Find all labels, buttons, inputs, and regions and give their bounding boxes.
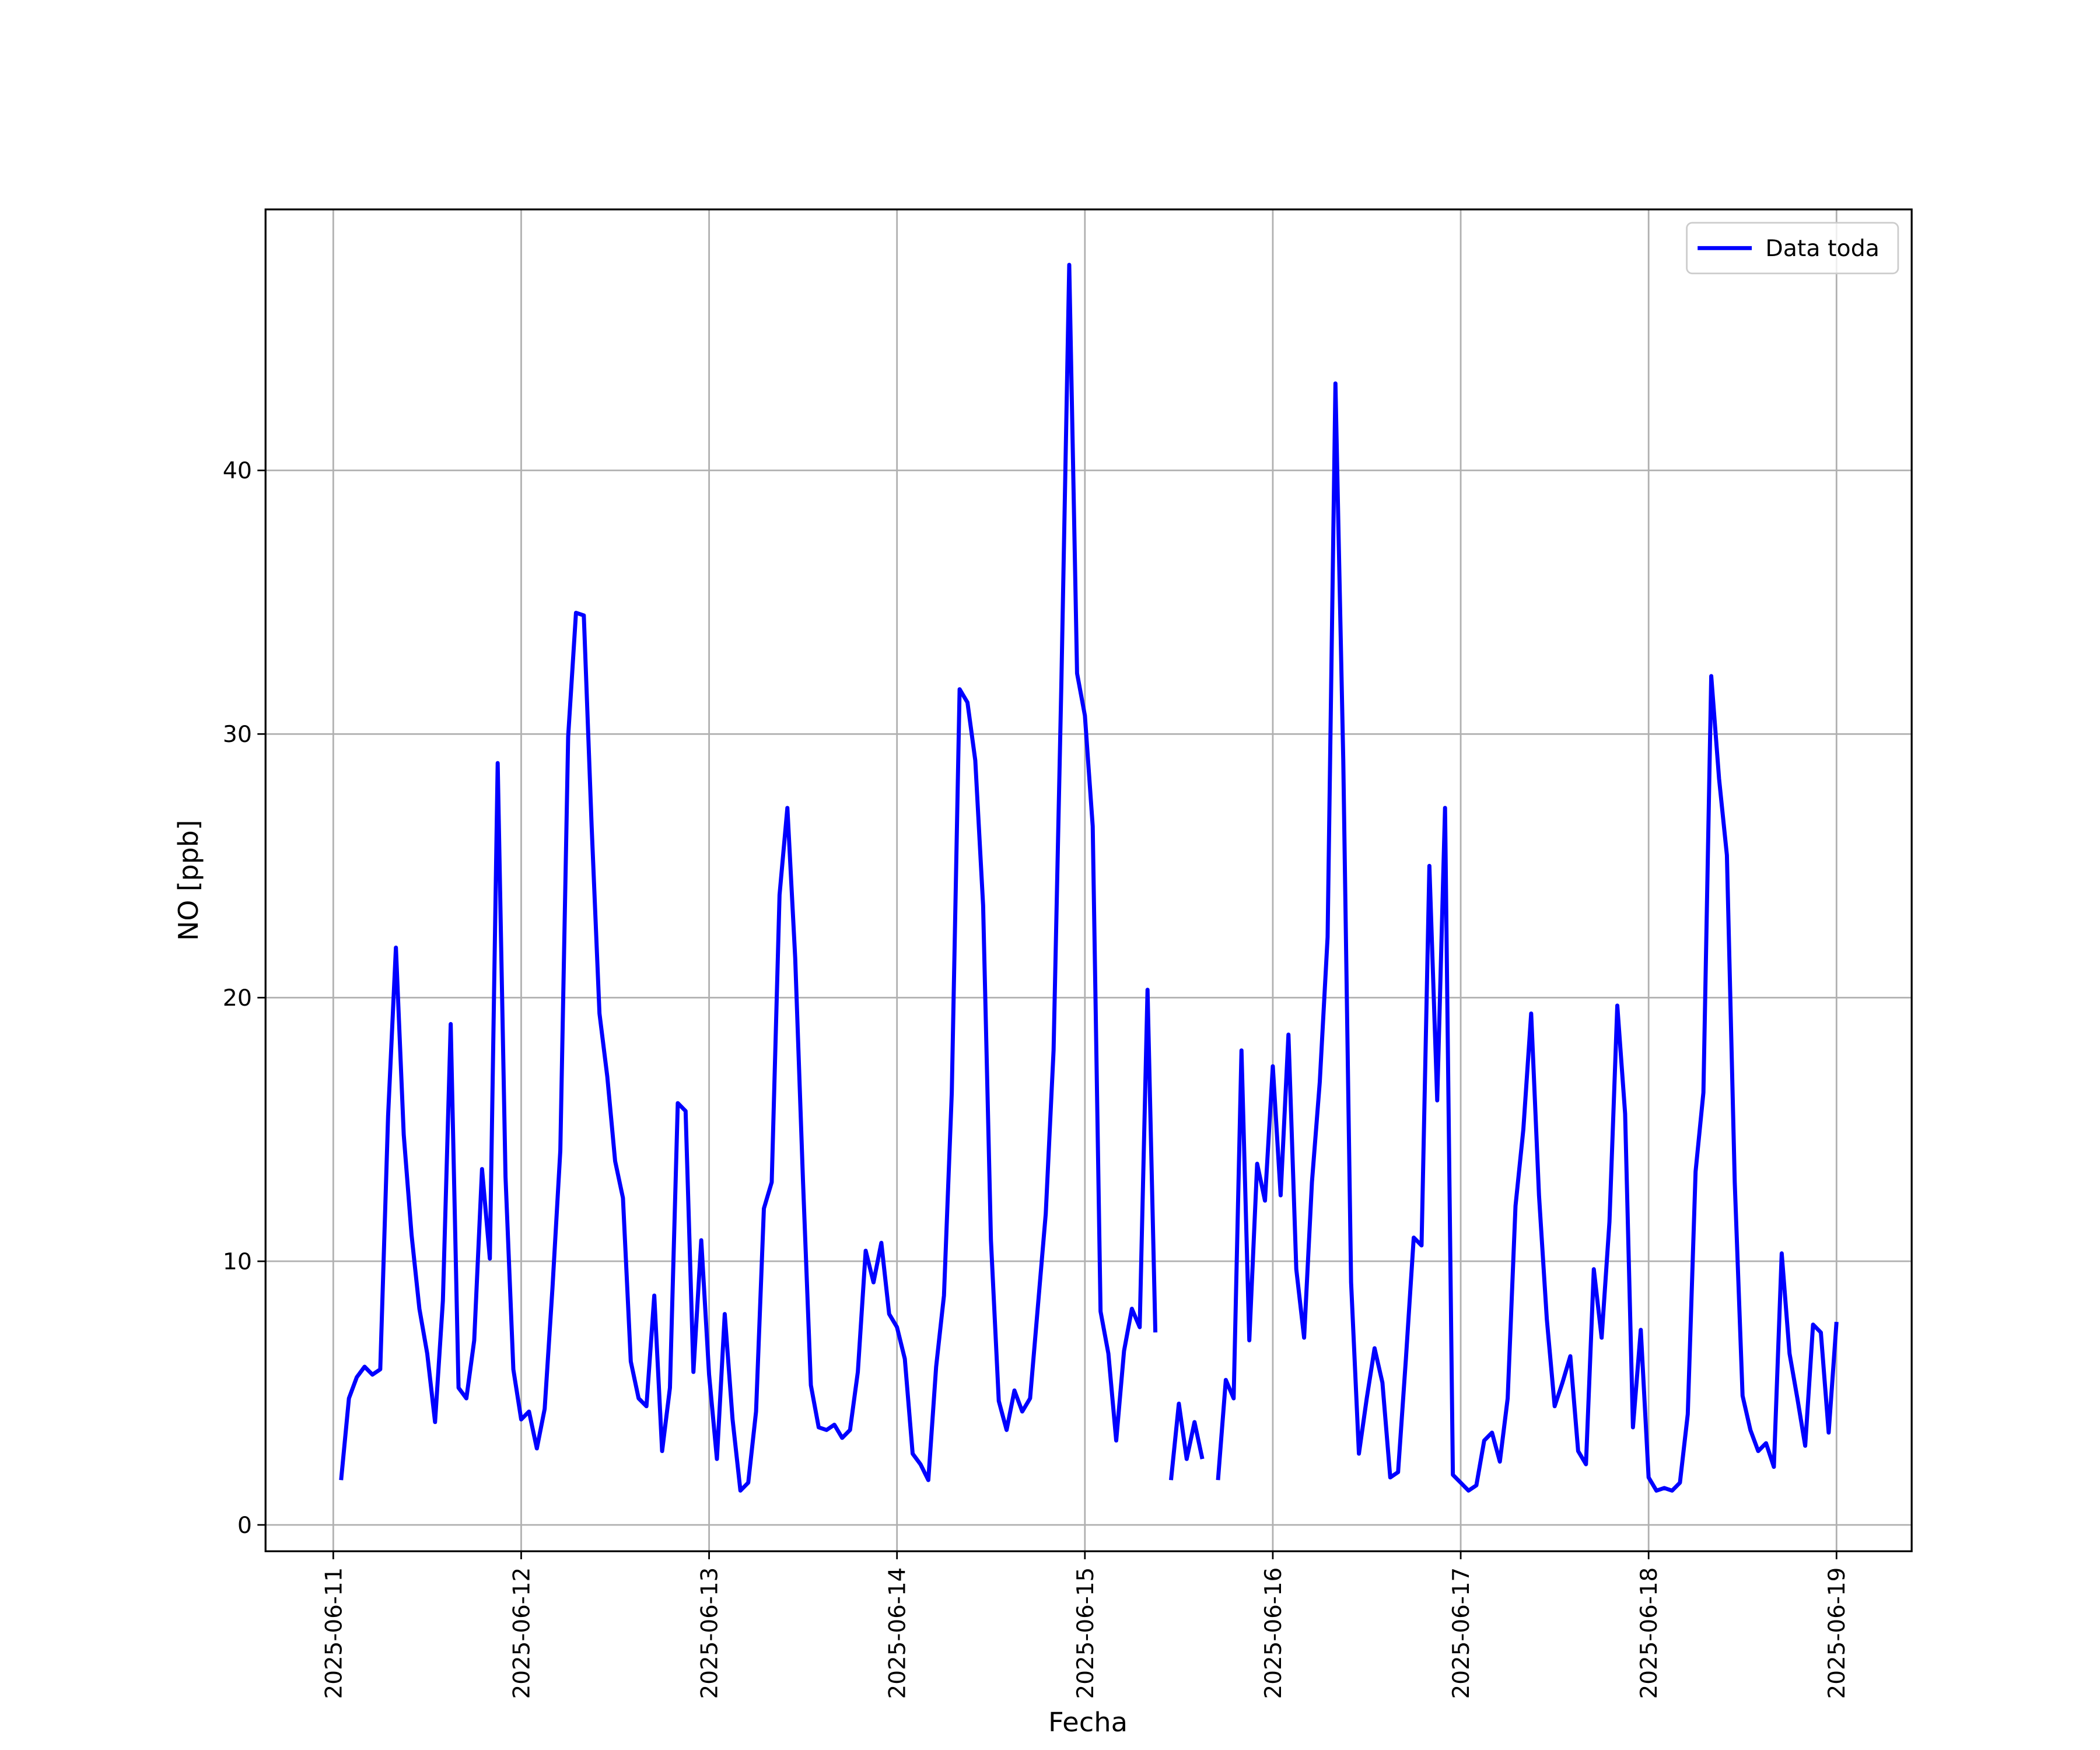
plot-frame [264,208,1913,1552]
x-tick-label: 2025-06-15 [1072,1567,1098,1699]
x-tick-label: 2025-06-17 [1448,1567,1475,1699]
x-tick-label: 2025-06-12 [509,1567,535,1699]
data-line [339,262,1839,1493]
y-tick-label: 40 [223,458,252,484]
y-axis-label: NO [ppb] [173,820,204,940]
x-tick-label: 2025-06-14 [884,1567,911,1699]
x-tick-label: 2025-06-13 [696,1567,723,1699]
y-tick-label: 10 [223,1249,252,1275]
legend-box [1686,222,1899,275]
y-tick-label: 30 [223,722,252,748]
x-tick-label: 2025-06-11 [321,1567,347,1699]
y-tick-label: 20 [223,985,252,1012]
x-tick-label: 2025-06-16 [1261,1567,1287,1699]
x-axis-label: Fecha [1048,1706,1128,1738]
y-tick-label: 0 [237,1513,252,1539]
x-tick-label: 2025-06-18 [1636,1567,1662,1699]
x-tick-label: 2025-06-19 [1824,1567,1850,1699]
legend-label: Data toda [1765,236,1880,262]
